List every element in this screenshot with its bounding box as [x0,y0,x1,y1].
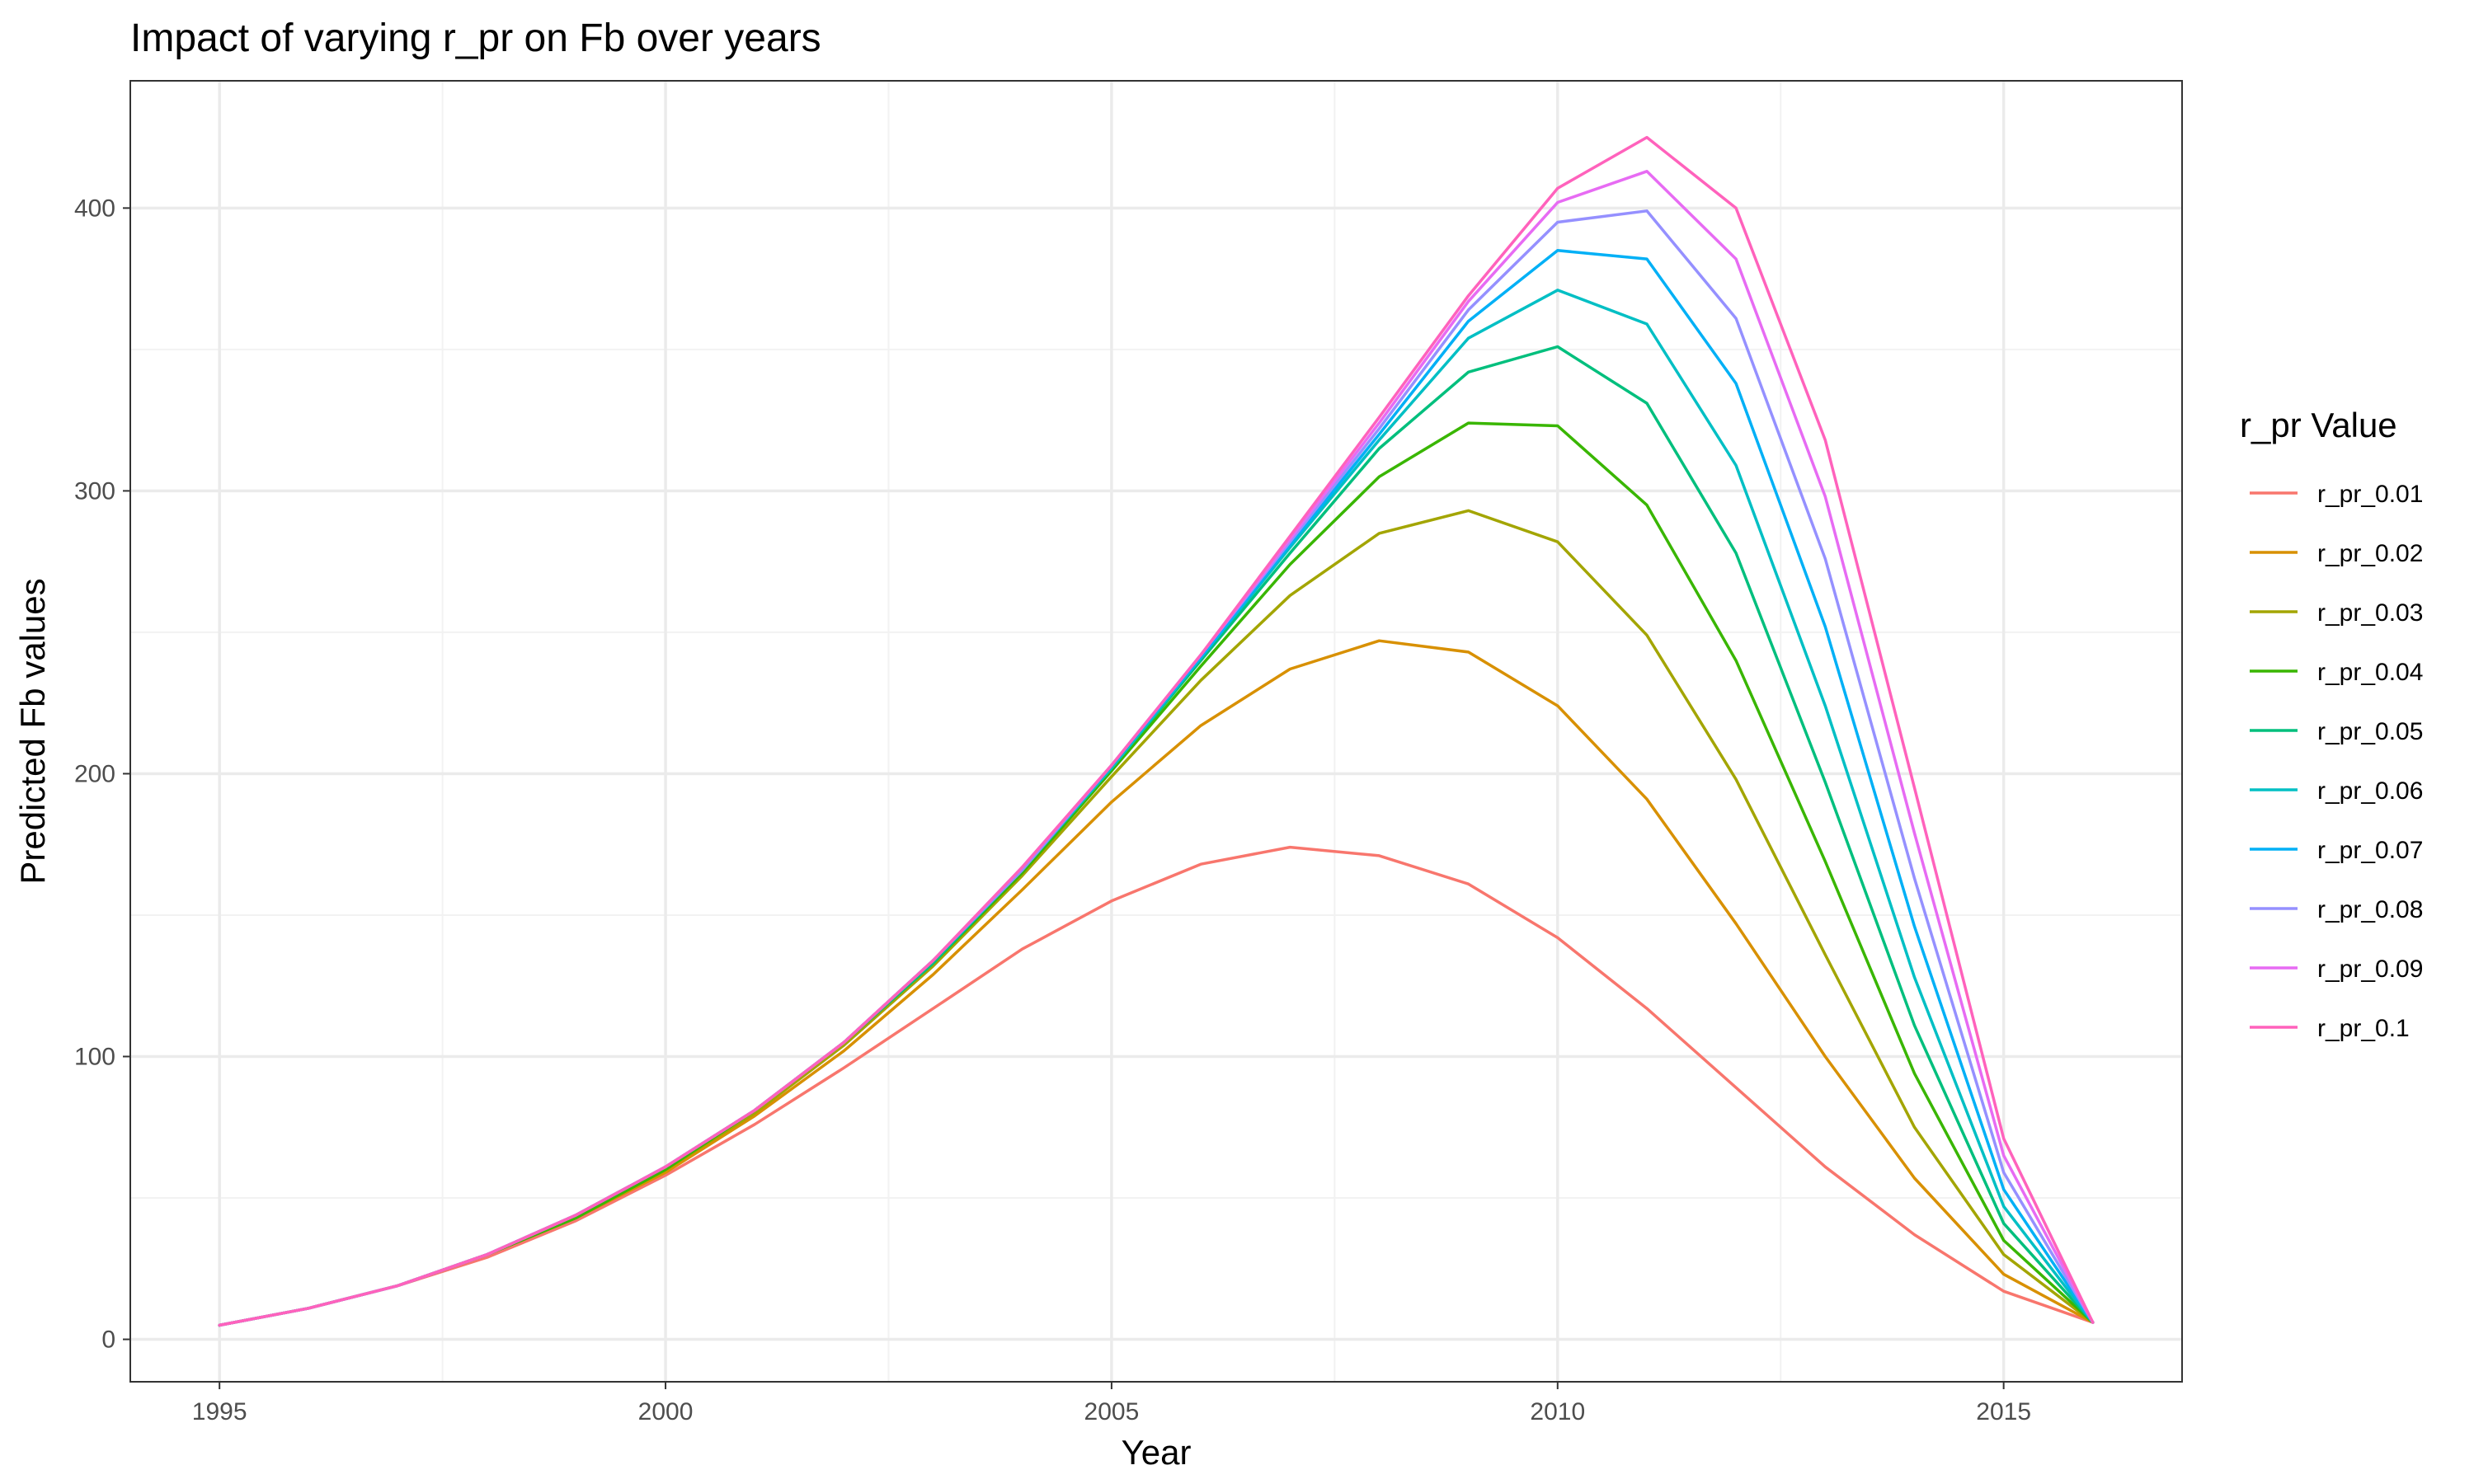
legend-item-r-pr-0-02: r_pr_0.02 [2250,540,2423,567]
y-tick-label: 100 [74,1044,115,1071]
legend-item-r-pr-0-01: r_pr_0.01 [2250,481,2423,508]
legend-item-r-pr-0-08: r_pr_0.08 [2250,896,2423,923]
series-line-r-pr-0-01 [218,845,2095,1327]
y-tick-label: 300 [74,477,115,505]
x-tick-label: 2005 [1084,1398,1140,1425]
x-axis-label: Year [1122,1433,1192,1472]
y-tick-label: 400 [74,195,115,222]
plot-panel [130,81,2182,1382]
chart-title: Impact of varying r_pr on Fb over years [130,16,821,60]
legend-label: r_pr_0.02 [2317,540,2423,567]
x-tick-label: 2000 [638,1398,694,1425]
legend-item-r-pr-0-09: r_pr_0.09 [2250,956,2423,983]
legend-item-r-pr-0-04: r_pr_0.04 [2250,659,2423,686]
legend-label: r_pr_0.06 [2317,777,2423,805]
y-tick-label: 200 [74,760,115,787]
legend-label: r_pr_0.03 [2317,599,2423,627]
legend-item-r-pr-0-1: r_pr_0.1 [2250,1015,2410,1042]
legend-label: r_pr_0.04 [2317,659,2423,686]
legend-label: r_pr_0.07 [2317,837,2423,864]
legend-label: r_pr_0.09 [2317,956,2423,983]
legend-item-r-pr-0-05: r_pr_0.05 [2250,718,2423,745]
legend-items: r_pr_0.01 r_pr_0.02 r_pr_0.03 r_pr_0.04 r_pr… [2250,481,2423,1042]
legend-label: r_pr_0.01 [2317,481,2423,508]
legend-label: r_pr_0.1 [2317,1015,2410,1042]
legend-item-r-pr-0-03: r_pr_0.03 [2250,599,2423,627]
x-tick-label: 2015 [1976,1398,2031,1425]
series-lines [218,135,2095,1327]
legend-item-r-pr-0-06: r_pr_0.06 [2250,777,2423,805]
legend: r_pr Value r_pr_0.01r_pr_0.02r_pr_0.03r_… [2240,406,2423,1042]
x-axis: 1995 2000 2005 2010 2015 [192,1382,2031,1425]
legend-label: r_pr_0.08 [2317,896,2423,923]
major-gridlines [130,81,2182,1382]
x-tick-label: 1995 [192,1398,247,1425]
plot-border [129,80,2183,1383]
y-axis-label: Predicted Fb values [13,578,52,884]
y-axis: 0 100 200 300 400 [74,195,130,1354]
legend-title: r_pr Value [2240,406,2397,444]
legend-item-r-pr-0-07: r_pr_0.07 [2250,837,2423,864]
y-tick-label: 0 [101,1327,115,1354]
legend-label: r_pr_0.05 [2317,718,2423,745]
minor-gridlines [130,81,2182,1382]
series-line-r-pr-0-1 [218,135,2095,1327]
x-tick-label: 2010 [1530,1398,1585,1425]
